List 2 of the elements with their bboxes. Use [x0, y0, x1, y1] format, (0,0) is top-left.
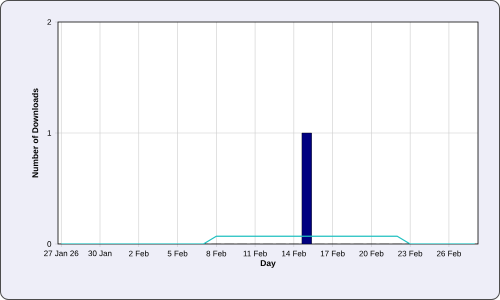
y-axis-title: Number of Downloads [32, 88, 38, 178]
x-axis-title: Day [260, 260, 276, 268]
